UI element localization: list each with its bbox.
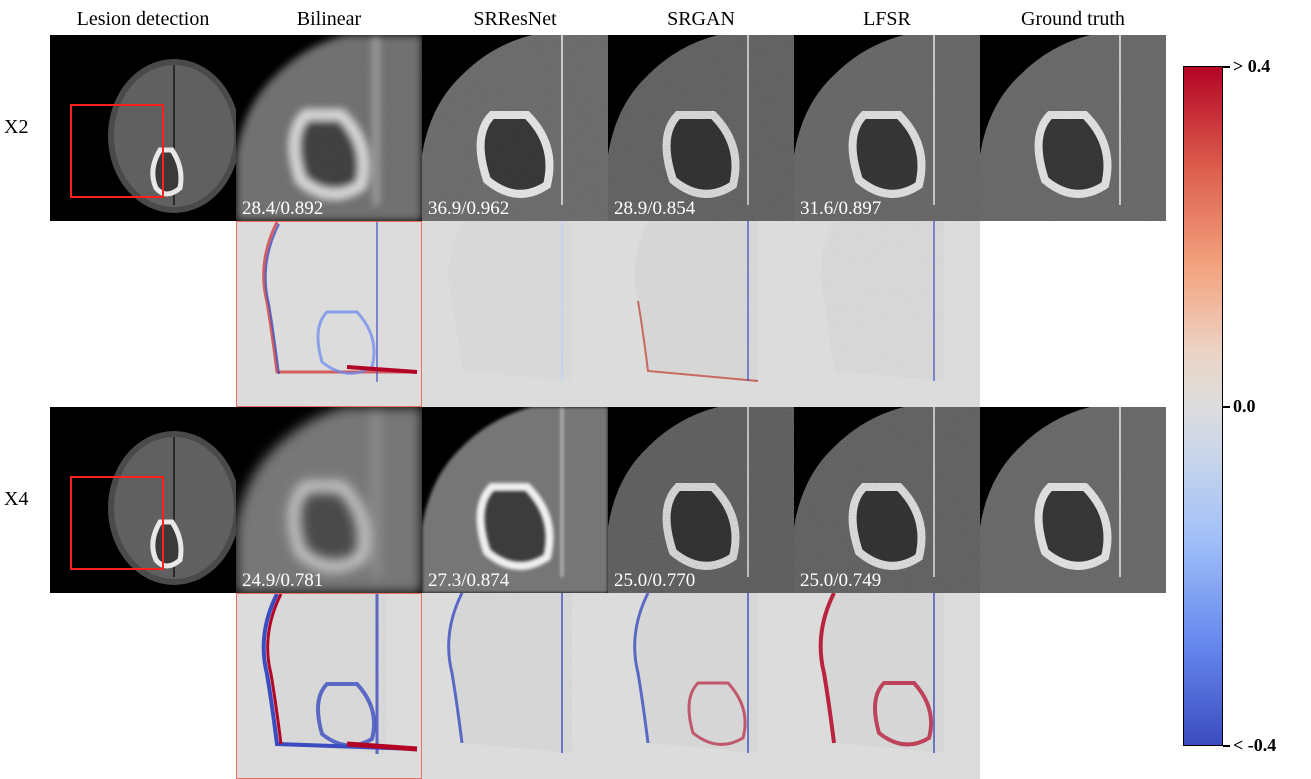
metric-lfsr-x2: 31.6/0.897 bbox=[800, 198, 882, 219]
metric-srgan-x4: 25.0/0.770 bbox=[614, 570, 696, 591]
colorbar-label-mid: 0.0 bbox=[1233, 396, 1256, 416]
column-header-lesion-detection: Lesion detection bbox=[76, 8, 210, 30]
metric-lfsr-x4: 25.0/0.749 bbox=[800, 570, 882, 591]
colorbar-label-max: > 0.4 bbox=[1233, 56, 1271, 76]
column-header-srresnet: SRResNet bbox=[473, 8, 557, 30]
srgan-error-map-x2 bbox=[608, 221, 794, 407]
srresnet-error-map-x4 bbox=[422, 593, 608, 779]
column-header-bilinear: Bilinear bbox=[296, 8, 362, 30]
metric-srgan-x2: 28.9/0.854 bbox=[614, 198, 696, 219]
roi-box-x2 bbox=[70, 104, 164, 198]
metric-srresnet-x2: 36.9/0.962 bbox=[428, 198, 510, 219]
lfsr-error-map-x4 bbox=[794, 593, 980, 779]
lfsr-error-map-x2 bbox=[794, 221, 980, 407]
srresnet-image-x2: 36.9/0.962 bbox=[422, 35, 608, 221]
colorbar-tick-mid bbox=[1223, 406, 1230, 408]
lfsr-image-x4: 25.0/0.749 bbox=[794, 407, 980, 593]
bilinear-error-map-x2 bbox=[236, 221, 422, 407]
colorbar bbox=[1183, 66, 1223, 746]
metric-bilinear-x2: 28.4/0.892 bbox=[242, 198, 324, 219]
column-header-srgan: SRGAN bbox=[667, 8, 735, 30]
srgan-error-map-x4 bbox=[608, 593, 794, 779]
lfsr-image-x2: 31.6/0.897 bbox=[794, 35, 980, 221]
colorbar-label-min: < -0.4 bbox=[1233, 735, 1277, 755]
srgan-image-x4: 25.0/0.770 bbox=[608, 407, 794, 593]
roi-box-x4 bbox=[70, 476, 164, 570]
colorbar-tick-min bbox=[1223, 745, 1230, 747]
metric-srresnet-x4: 27.3/0.874 bbox=[428, 570, 510, 591]
column-header-ground-truth: Ground truth bbox=[1021, 8, 1125, 30]
ground-truth-image-x4 bbox=[980, 407, 1166, 593]
bilinear-error-map-x4 bbox=[236, 593, 422, 779]
colorbar-tick-max bbox=[1223, 66, 1230, 68]
bilinear-image-x2: 28.4/0.892 bbox=[236, 35, 422, 221]
srgan-image-x2: 28.9/0.854 bbox=[608, 35, 794, 221]
metric-bilinear-x4: 24.9/0.781 bbox=[242, 570, 324, 591]
column-header-lfsr: LFSR bbox=[863, 8, 911, 30]
row-label-x2: X2 bbox=[4, 116, 29, 138]
srresnet-error-map-x2 bbox=[422, 221, 608, 407]
lesion-detection-image-x4 bbox=[50, 407, 236, 593]
srresnet-image-x4: 27.3/0.874 bbox=[422, 407, 608, 593]
ground-truth-image-x2 bbox=[980, 35, 1166, 221]
row-label-x4: X4 bbox=[4, 488, 29, 510]
lesion-detection-image-x2 bbox=[50, 35, 236, 221]
bilinear-image-x4: 24.9/0.781 bbox=[236, 407, 422, 593]
